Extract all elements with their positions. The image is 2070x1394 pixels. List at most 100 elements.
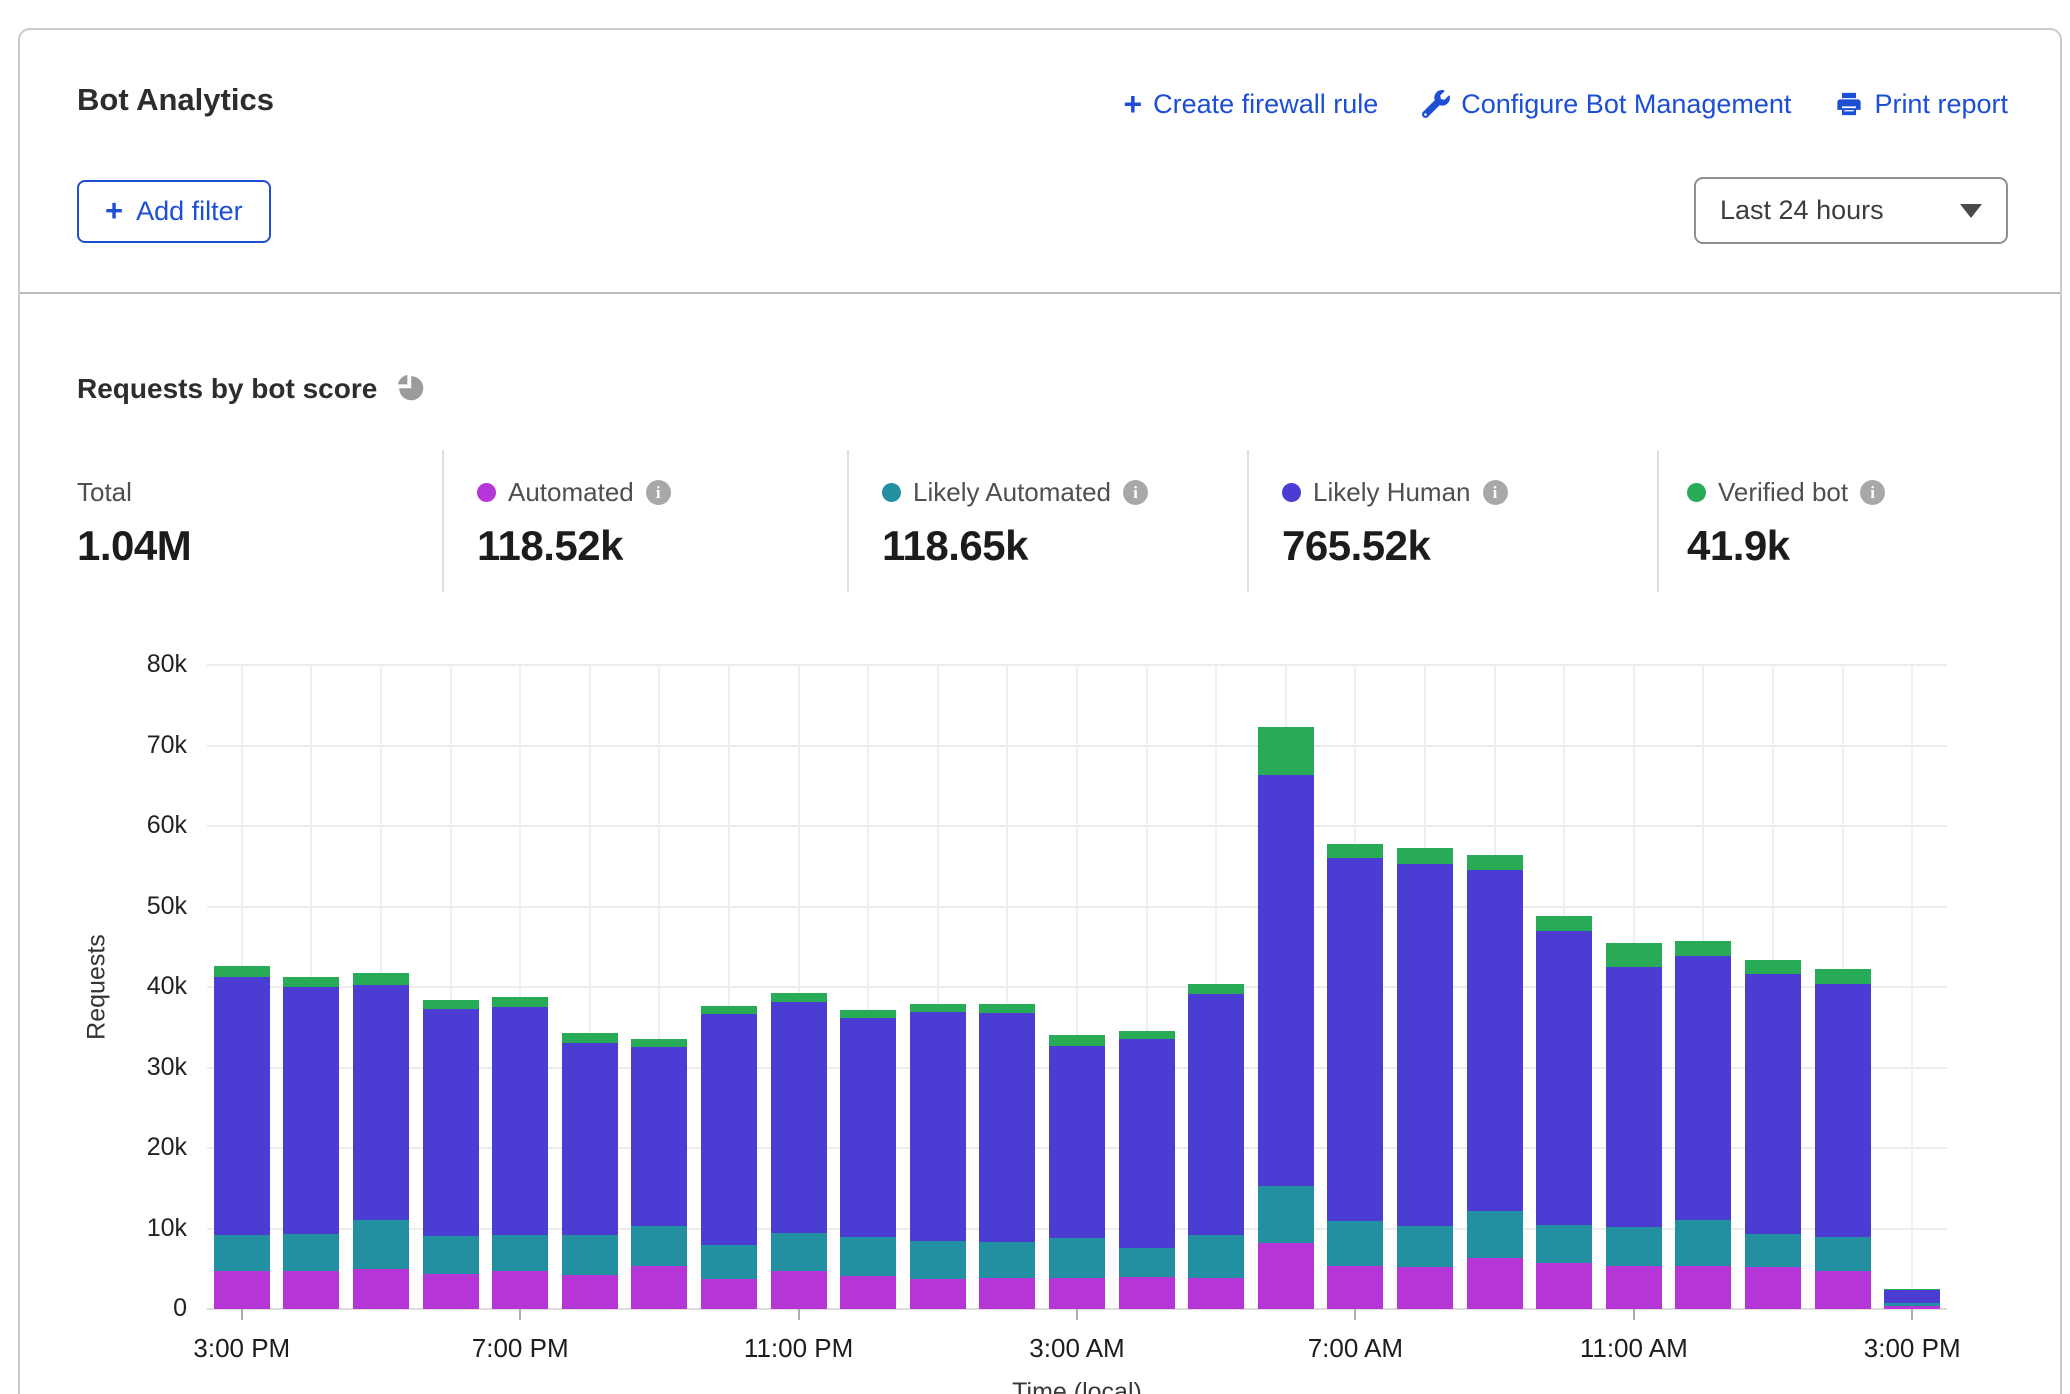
bar-segment-automated: [631, 1266, 687, 1309]
bar-segment-automated: [1467, 1258, 1523, 1309]
bar-segment-verified-bot: [1745, 960, 1801, 974]
time-range-value: Last 24 hours: [1720, 195, 1884, 226]
bar-stack-6-00-AM[interactable]: [1258, 727, 1314, 1309]
likely-human-legend-dot: [1282, 483, 1301, 502]
bar-segment-likely-human: [353, 985, 409, 1220]
bar-segment-likely-human: [1536, 931, 1592, 1225]
bar-stack-10-00-AM[interactable]: [1536, 916, 1592, 1309]
bar-segment-automated: [1119, 1277, 1175, 1309]
bar-stack-3-00-AM[interactable]: [1049, 1035, 1105, 1309]
stat-likely-human: Likely Human i 765.52k: [1282, 477, 1508, 570]
section-title: Requests by bot score: [77, 373, 377, 405]
bar-segment-verified-bot: [214, 966, 270, 976]
bar-segment-likely-human: [1258, 775, 1314, 1186]
wrench-icon: [1422, 90, 1450, 118]
bar-stack-4-00-AM[interactable]: [1119, 1031, 1175, 1309]
bar-segment-automated: [1606, 1266, 1662, 1309]
bar-segment-likely-automated: [1188, 1235, 1244, 1278]
bar-segment-automated: [771, 1271, 827, 1309]
bar-stack-2-00-AM[interactable]: [979, 1004, 1035, 1309]
x-tick-label: 11:00 AM: [1580, 1333, 1688, 1364]
bar-segment-likely-automated: [840, 1237, 896, 1276]
bar-segment-verified-bot: [1815, 969, 1871, 984]
bar-segment-likely-human: [840, 1018, 896, 1237]
bar-stack-5-00-PM[interactable]: [353, 973, 409, 1309]
plus-icon: +: [105, 195, 123, 226]
bar-segment-likely-human: [1884, 1290, 1940, 1304]
info-icon[interactable]: i: [1123, 480, 1148, 505]
bar-segment-likely-automated: [701, 1245, 757, 1279]
bar-stack-7-00-PM[interactable]: [492, 997, 548, 1309]
bar-stack-2-00-PM[interactable]: [1815, 969, 1871, 1309]
bar-segment-likely-human: [1049, 1046, 1105, 1238]
x-tick-mark: [1633, 1309, 1635, 1320]
y-tick-label: 80k: [97, 650, 187, 679]
bar-segment-verified-bot: [562, 1033, 618, 1043]
print-report-link[interactable]: Print report: [1835, 89, 2008, 120]
x-tick-label: 3:00 PM: [193, 1333, 290, 1364]
bar-segment-likely-automated: [1049, 1238, 1105, 1277]
bar-segment-likely-automated: [1327, 1221, 1383, 1266]
bar-stack-6-00-PM[interactable]: [423, 1000, 479, 1309]
bar-stack-4-00-PM[interactable]: [283, 977, 339, 1309]
bar-stack-1-00-AM[interactable]: [910, 1004, 966, 1309]
likely-automated-legend-dot: [882, 483, 901, 502]
configure-bot-management-label: Configure Bot Management: [1461, 89, 1791, 120]
bar-segment-likely-human: [1606, 967, 1662, 1227]
bar-stack-3-00-PM[interactable]: [214, 966, 270, 1309]
bar-segment-verified-bot: [771, 993, 827, 1002]
bar-segment-verified-bot: [353, 973, 409, 985]
info-icon[interactable]: i: [646, 480, 671, 505]
info-icon[interactable]: i: [1860, 480, 1885, 505]
x-tick-mark: [1076, 1309, 1078, 1320]
configure-bot-management-link[interactable]: Configure Bot Management: [1422, 89, 1791, 120]
bar-segment-likely-human: [214, 977, 270, 1235]
y-tick-label: 20k: [97, 1133, 187, 1162]
x-tick-mark: [798, 1309, 800, 1320]
stat-likely-human-value: 765.52k: [1282, 522, 1508, 570]
bar-segment-likely-automated: [1536, 1225, 1592, 1263]
add-filter-button[interactable]: + Add filter: [77, 180, 271, 243]
info-icon[interactable]: i: [1483, 480, 1508, 505]
bar-stack-3-00-PM[interactable]: [1884, 1289, 1940, 1309]
bar-stack-1-00-PM[interactable]: [1745, 960, 1801, 1309]
bar-stack-9-00-PM[interactable]: [631, 1039, 687, 1309]
plus-icon: +: [1123, 88, 1142, 120]
bar-stack-10-00-PM[interactable]: [701, 1006, 757, 1309]
chevron-down-icon: [1960, 204, 1982, 218]
bar-stack-8-00-AM[interactable]: [1397, 848, 1453, 1309]
bar-stack-5-00-AM[interactable]: [1188, 984, 1244, 1309]
stat-divider: [1657, 450, 1659, 592]
bar-segment-likely-automated: [1397, 1226, 1453, 1267]
page-title: Bot Analytics: [77, 82, 274, 118]
bar-stack-8-00-PM[interactable]: [562, 1033, 618, 1309]
x-tick-label: 3:00 AM: [1029, 1333, 1124, 1364]
bar-segment-automated: [1188, 1278, 1244, 1309]
bar-segment-automated: [423, 1274, 479, 1309]
bar-segment-likely-automated: [214, 1235, 270, 1271]
bar-stack-11-00-PM[interactable]: [771, 993, 827, 1309]
bar-segment-likely-automated: [562, 1235, 618, 1275]
bar-stack-7-00-AM[interactable]: [1327, 844, 1383, 1309]
bar-stack-12-00-PM[interactable]: [1675, 941, 1731, 1309]
bar-segment-automated: [1745, 1267, 1801, 1309]
bar-segment-automated: [1258, 1243, 1314, 1309]
stat-divider: [1247, 450, 1249, 592]
bar-segment-automated: [353, 1269, 409, 1309]
bar-segment-likely-automated: [631, 1226, 687, 1266]
bar-segment-likely-automated: [492, 1235, 548, 1271]
bar-stack-9-00-AM[interactable]: [1467, 855, 1523, 1309]
bar-stack-12-00-AM[interactable]: [840, 1010, 896, 1309]
x-tick-mark: [519, 1309, 521, 1320]
automated-legend-dot: [477, 483, 496, 502]
bar-segment-likely-human: [1188, 994, 1244, 1235]
time-range-select[interactable]: Last 24 hours: [1694, 177, 2008, 244]
bar-segment-likely-human: [423, 1009, 479, 1236]
x-tick-mark: [1911, 1309, 1913, 1320]
bar-segment-verified-bot: [1536, 916, 1592, 931]
bar-segment-likely-human: [492, 1007, 548, 1235]
stat-divider: [442, 450, 444, 592]
bar-stack-11-00-AM[interactable]: [1606, 943, 1662, 1309]
create-firewall-rule-link[interactable]: + Create firewall rule: [1123, 88, 1378, 120]
bar-segment-likely-automated: [1467, 1211, 1523, 1258]
